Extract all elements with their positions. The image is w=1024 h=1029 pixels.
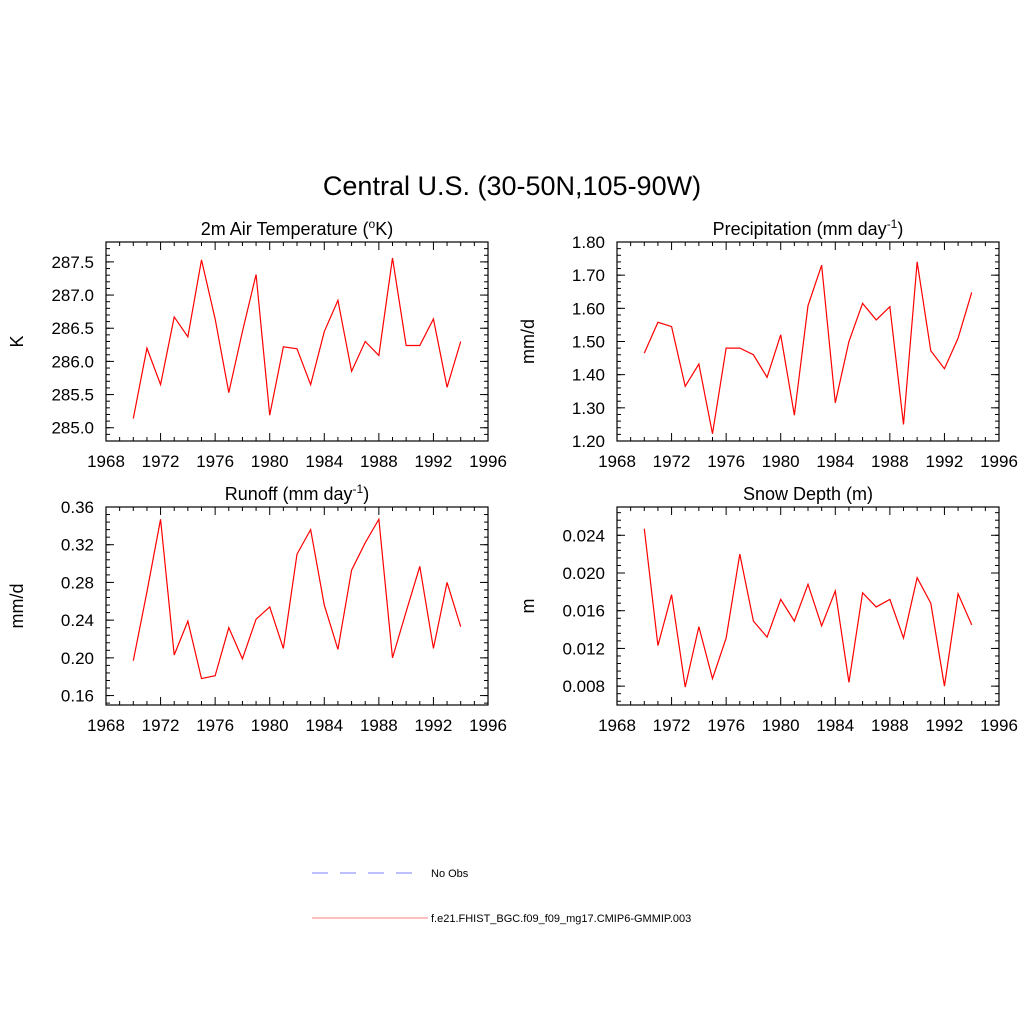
snow-xtick-label: 1996: [980, 716, 1018, 735]
snow-ytick-label: 0.008: [562, 677, 605, 696]
snow-xtick-label: 1984: [816, 716, 854, 735]
precip-xtick-label: 1980: [762, 452, 800, 471]
temp-plot-frame: [105, 241, 489, 442]
temp-ytick-label: 285.0: [51, 419, 94, 438]
runoff-title-tail: ): [363, 484, 369, 504]
precip-ytick-label: 1.50: [572, 333, 605, 352]
runoff-ytick-label: 0.32: [61, 536, 94, 555]
snow-plot-frame: [616, 506, 1000, 706]
temp-xtick-label: 1992: [415, 452, 453, 471]
legend-obs-label: No Obs: [431, 868, 469, 880]
runoff-ytick-label: 0.20: [61, 649, 94, 668]
runoff-xtick-label: 1992: [415, 716, 453, 735]
temp-xtick-label: 1980: [251, 452, 289, 471]
snow-xtick-label: 1976: [707, 716, 745, 735]
panel-runoff: Runoff (mm day-1) mm/d 1968 1972 1976 1980 198…: [7, 482, 507, 735]
precip-plot-frame: [616, 241, 1000, 442]
snow-ytick-label: 0.012: [562, 639, 605, 658]
precip-xtick-label: 1976: [707, 452, 745, 471]
precip-series-line: [643, 261, 973, 434]
temp-xtick-label: 1972: [142, 452, 180, 471]
panel-precip: Precipitation (mm day-1) mm/d 1968 1972 1976…: [518, 217, 1018, 471]
runoff-title-main: Runoff (mm day: [225, 484, 353, 504]
runoff-xtick-label: 1996: [469, 716, 507, 735]
precip-ytick-label: 1.80: [572, 233, 605, 252]
snow-panel-title: Snow Depth (m): [743, 484, 873, 504]
temp-xtick-label: 1984: [305, 452, 343, 471]
temp-series-line: [132, 257, 462, 419]
runoff-ylabel: mm/d: [7, 584, 27, 629]
runoff-ytick-label: 0.16: [61, 687, 94, 706]
temp-ytick-label: 286.5: [51, 319, 94, 338]
panel-snow: Snow Depth (m) m 1968 1972 1976 1980 1984 1988 1…: [518, 484, 1018, 735]
snow-ylabel: m: [518, 599, 538, 614]
runoff-xtick-label: 1976: [196, 716, 234, 735]
temp-xtick-label: 1968: [87, 452, 125, 471]
runoff-series-line: [132, 517, 462, 680]
temp-ytick-label: 287.0: [51, 286, 94, 305]
panels: 2m Air Temperature (oK) K 1968 1972 1976 1980…: [7, 217, 1018, 735]
runoff-ytick-label: 0.24: [61, 611, 94, 630]
runoff-xtick-label: 1968: [87, 716, 125, 735]
legend: No Obs f.e21.FHIST_BGC.f09_f09_mg17.CMIP…: [312, 868, 691, 925]
precip-xtick-label: 1992: [926, 452, 964, 471]
snow-xtick-label: 1988: [871, 716, 909, 735]
snow-xtick-label: 1972: [653, 716, 691, 735]
panel-temp: 2m Air Temperature (oK) K 1968 1972 1976 1980…: [7, 217, 507, 471]
temp-ylabel: K: [7, 335, 27, 347]
snow-ytick-label: 0.020: [562, 564, 605, 583]
temp-ytick-label: 285.5: [51, 386, 94, 405]
temp-title-tail: K): [375, 219, 393, 239]
runoff-xtick-label: 1972: [142, 716, 180, 735]
legend-model-label: f.e21.FHIST_BGC.f09_f09_mg17.CMIP6-GMMIP…: [431, 913, 691, 925]
snow-ytick-label: 0.016: [562, 602, 605, 621]
temp-xtick-label: 1988: [360, 452, 398, 471]
runoff-ytick-label: 0.28: [61, 573, 94, 592]
snow-title-main: Snow Depth (m): [743, 484, 873, 504]
temp-ytick-label: 286.0: [51, 352, 94, 371]
snow-ytick-label: 0.024: [562, 526, 605, 545]
precip-ytick-label: 1.40: [572, 366, 605, 385]
temp-xtick-label: 1996: [469, 452, 507, 471]
snow-series-line: [643, 528, 973, 688]
temp-ytick-label: 287.5: [51, 253, 94, 272]
runoff-xtick-label: 1988: [360, 716, 398, 735]
temp-panel-title: 2m Air Temperature (oK): [201, 217, 393, 239]
precip-ytick-label: 1.70: [572, 266, 605, 285]
precip-xtick-label: 1996: [980, 452, 1018, 471]
runoff-panel-title: Runoff (mm day-1): [225, 482, 369, 504]
temp-xtick-label: 1976: [196, 452, 234, 471]
temp-title-sup: o: [369, 217, 376, 231]
runoff-xtick-label: 1980: [251, 716, 289, 735]
runoff-plot-frame: [105, 506, 489, 706]
precip-xtick-label: 1984: [816, 452, 854, 471]
runoff-ytick-label: 0.36: [61, 498, 94, 517]
precip-xtick-label: 1972: [653, 452, 691, 471]
precip-xtick-label: 1988: [871, 452, 909, 471]
precip-title-sup: -1: [887, 217, 898, 231]
runoff-xtick-label: 1984: [305, 716, 343, 735]
precip-ylabel: mm/d: [518, 319, 538, 364]
figure-title: Central U.S. (30-50N,105-90W): [323, 171, 701, 201]
temp-title-main: 2m Air Temperature (: [201, 219, 369, 239]
precip-panel-title: Precipitation (mm day-1): [713, 217, 904, 239]
snow-xtick-label: 1968: [598, 716, 636, 735]
runoff-title-sup: -1: [353, 482, 364, 496]
precip-title-main: Precipitation (mm day: [713, 219, 887, 239]
precip-title-tail: ): [897, 219, 903, 239]
precip-ytick-label: 1.30: [572, 399, 605, 418]
snow-xtick-label: 1980: [762, 716, 800, 735]
precip-ytick-label: 1.20: [572, 432, 605, 451]
snow-xtick-label: 1992: [926, 716, 964, 735]
precip-xtick-label: 1968: [598, 452, 636, 471]
precip-ytick-label: 1.60: [572, 299, 605, 318]
